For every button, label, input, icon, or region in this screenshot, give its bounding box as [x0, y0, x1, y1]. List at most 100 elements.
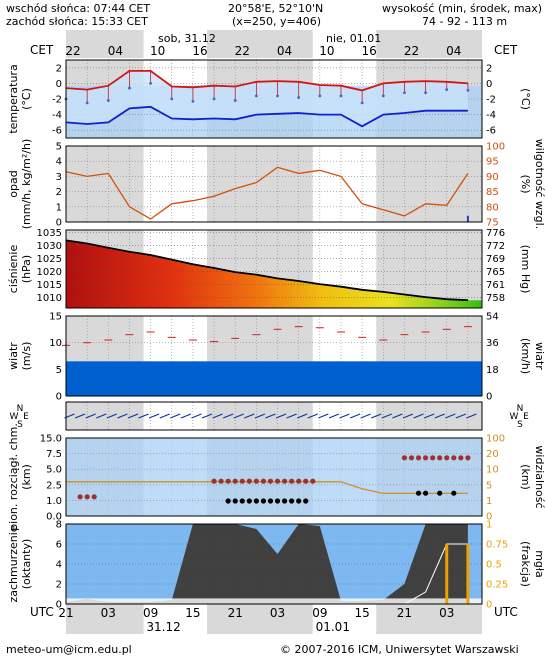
temp-mean-point	[254, 94, 258, 98]
press-ytick: 1025	[37, 254, 62, 265]
wind-ytick: 0	[56, 392, 62, 403]
cloud-top-dot	[246, 478, 252, 484]
wind-direction-arrow	[180, 413, 192, 419]
cover-ytick-right: 0	[486, 600, 492, 611]
cloud-top-dot	[430, 455, 436, 461]
precip-ytick: 1	[56, 202, 62, 213]
cloud-top-dot	[77, 494, 83, 500]
wind-direction-arrow	[275, 413, 287, 419]
precip-yunit: (mm/h, kg/m²/h)	[20, 139, 33, 230]
cloud-top-dot	[218, 478, 224, 484]
temp-ytick: -2	[52, 95, 62, 106]
cover-ytick: 2	[56, 580, 62, 591]
press-ylabel: ciśnienie	[7, 245, 20, 294]
top-hour-tick: 10	[319, 44, 334, 58]
low-cloud-strip	[66, 598, 482, 604]
temp-mean-point	[191, 99, 195, 103]
cloud-ryunit: (km)	[519, 464, 532, 490]
wind-direction-arrow	[117, 413, 128, 419]
wind-direction-arrow	[296, 413, 308, 419]
cloud-ytick: 5.0	[46, 465, 62, 476]
precip-ytick: 4	[56, 157, 62, 168]
humidity-line	[65, 166, 469, 220]
cloud-top-dot	[232, 478, 238, 484]
temp-max-line	[65, 70, 468, 92]
temp-ytick: 2	[56, 63, 62, 74]
wind-yunit: (m/s)	[20, 342, 33, 371]
cloud-base-dot	[232, 498, 238, 504]
wind-direction-arrow	[318, 413, 329, 419]
cloud-base-dot	[274, 498, 281, 504]
cloud-top-dot	[267, 478, 274, 484]
top-hour-tick: 10	[150, 44, 165, 58]
bottom-hour-tick: 09	[312, 606, 327, 620]
temp-ytick: -6	[52, 126, 62, 137]
cloud-cover-area	[66, 524, 468, 604]
cloud-rylabel: widzialność	[533, 445, 546, 508]
contact-email[interactable]: meteo-um@icm.edu.pl	[6, 643, 132, 656]
top-hour-tick: 16	[192, 44, 207, 58]
cloud-base-dot	[451, 490, 457, 496]
compass-e-right: E	[523, 412, 529, 422]
wind-direction-arrow	[138, 413, 149, 419]
day2-label: nie, 01.01	[326, 32, 381, 45]
fog-bar	[466, 544, 470, 604]
precip-ytick-right: 95	[486, 157, 499, 168]
precip-night-0	[66, 146, 144, 222]
precip-bar	[466, 215, 469, 222]
top-hour-tick: 04	[446, 44, 461, 58]
wind-direction-arrow	[148, 413, 160, 419]
press-ytick: 1030	[37, 241, 62, 252]
tz-left: CET	[30, 43, 54, 57]
temp-mean-point	[85, 101, 89, 105]
cloud-base-dot	[260, 498, 267, 504]
precip-ytick-right: 80	[486, 202, 499, 213]
cloud-ytick: 1.0	[46, 496, 62, 507]
compass-s-right: S	[517, 420, 523, 430]
cover-ytick-right: 0.25	[486, 580, 508, 591]
cloud-base-dot	[281, 498, 288, 504]
temp-ylabel: temperatura	[7, 64, 20, 133]
cover-ryunit: (frakcja)	[519, 541, 532, 587]
bottom-hour-tick: 03	[101, 606, 116, 620]
wind-direction-arrow	[159, 413, 170, 419]
bottom-date1: 31.12	[146, 620, 180, 634]
top-axis-night-1	[207, 30, 313, 58]
pressure-area	[66, 240, 482, 308]
wind-ytick: 5	[56, 365, 62, 376]
cover-ytick-right: 0.5	[486, 560, 502, 571]
wind-direction-arrow	[434, 413, 445, 419]
visibility-line	[66, 481, 468, 495]
cloud-ytick-right: 20	[486, 449, 499, 460]
top-axis-night-2	[376, 30, 482, 58]
precip-rylabel: wilgotność wzgl.	[533, 139, 546, 229]
wind-direction-arrow	[339, 413, 350, 419]
bottom-hour-tick: 03	[439, 606, 454, 620]
wind-direction-arrow	[170, 413, 181, 419]
temp-mean-point	[276, 94, 279, 98]
cloud-ytick: 7.5	[46, 449, 62, 460]
cloud-top-dot	[225, 478, 231, 484]
cover-ytick: 8	[56, 520, 62, 531]
temp-mean-point	[106, 99, 110, 102]
temp-mean-point	[149, 82, 153, 85]
cloud-top-dot	[437, 455, 443, 461]
wind-direction-arrow	[265, 413, 276, 419]
compass-w-left: W	[10, 412, 19, 422]
day1-label: sob, 31.12	[158, 32, 216, 45]
cloud-top-dot	[444, 455, 450, 461]
cover-ylabel: zachmurzenie	[7, 525, 20, 602]
precip-ytick-right: 75	[486, 218, 499, 229]
wind-direction-arrow	[233, 413, 244, 419]
cloud-ytick-right: 10	[486, 465, 499, 476]
cloud-top-dot	[415, 455, 422, 461]
grid-point-text: (x=250, y=406)	[232, 15, 322, 28]
wind-direction-arrow	[191, 413, 202, 419]
cloud-ylabel: pion. rozciągł. chm.	[7, 423, 20, 531]
wind-direction-arrow	[96, 413, 107, 419]
temp-mean-point	[170, 97, 174, 101]
cloud-ytick-right: 5	[486, 480, 492, 491]
bottom-axis-night-1	[207, 600, 313, 634]
temp-ytick-right: -6	[486, 126, 496, 137]
wind-ytick-right: 0	[486, 392, 492, 403]
